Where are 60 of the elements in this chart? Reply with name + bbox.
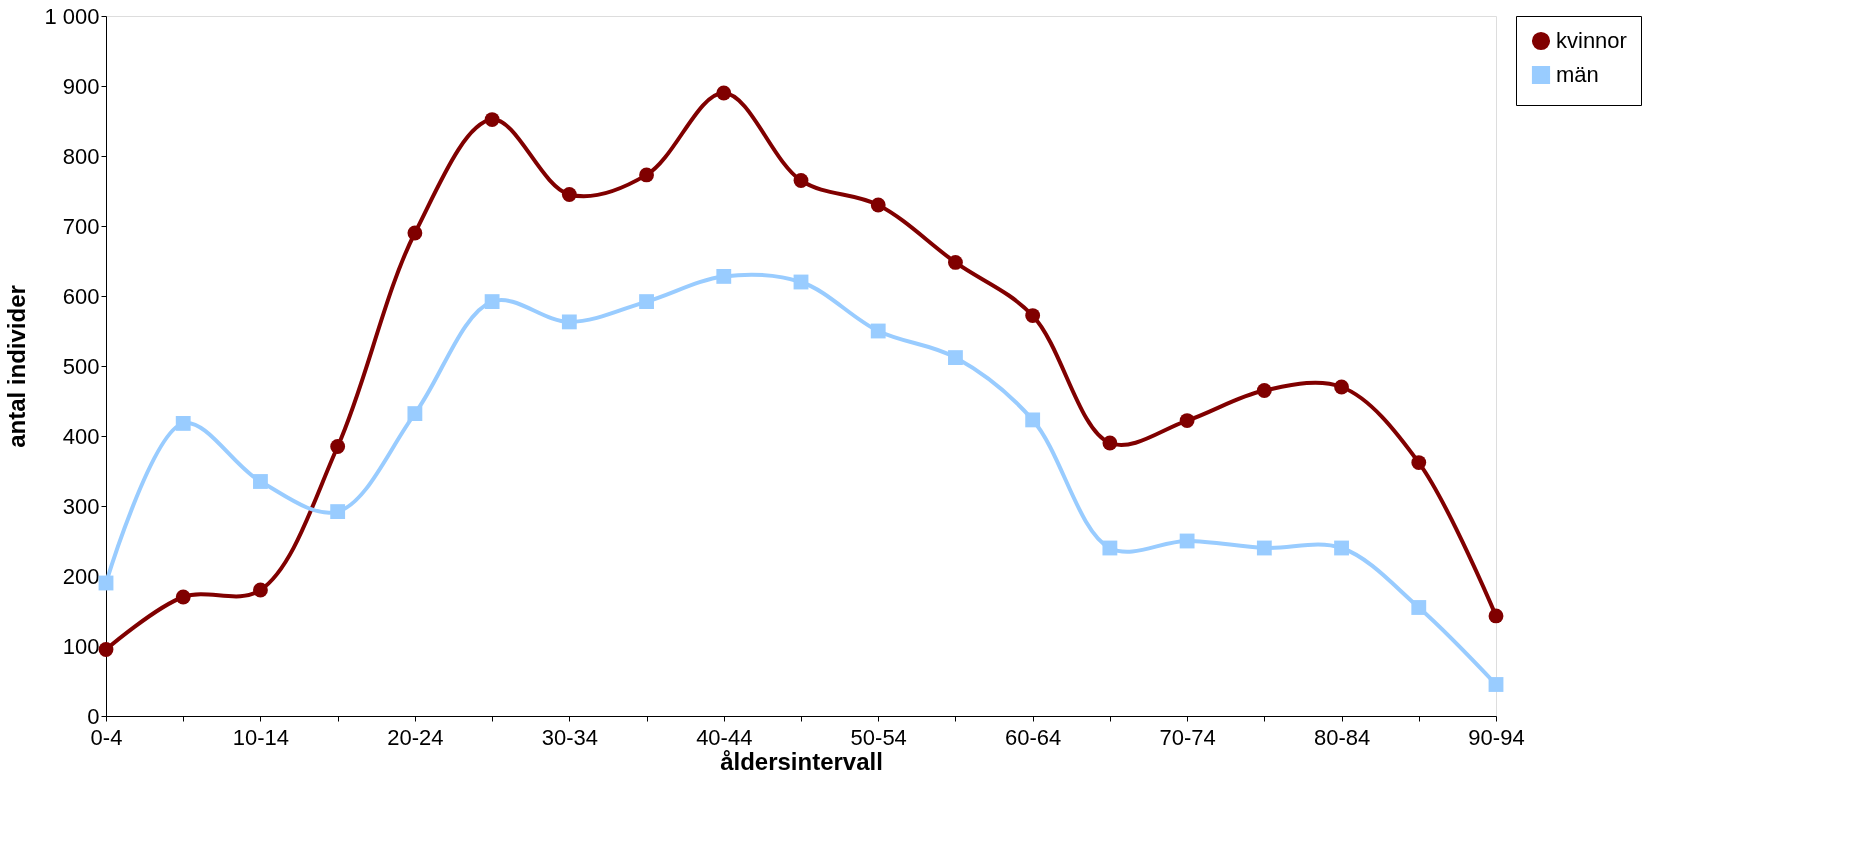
y-tick-label: 800: [62, 143, 100, 169]
point: [330, 439, 346, 454]
x-tick-label: 80-84: [1313, 724, 1371, 750]
point: [1179, 413, 1195, 428]
x-tick-label: 20-24: [387, 724, 444, 750]
point: [870, 323, 886, 339]
legend-label: kvinnor: [1556, 28, 1627, 53]
point: [1488, 608, 1504, 624]
point: [1411, 600, 1427, 615]
point: [484, 112, 500, 127]
y-tick-label: 400: [62, 423, 100, 449]
point: [253, 582, 268, 598]
x-axis-title: åldersintervall: [720, 747, 883, 775]
point: [1334, 540, 1349, 556]
point: [870, 197, 886, 213]
y-tick-label: 500: [62, 353, 100, 379]
point: [1256, 540, 1272, 556]
point: [175, 589, 191, 605]
point: [407, 406, 423, 422]
point: [1488, 677, 1504, 692]
y-axis-title: antal individer: [3, 285, 31, 448]
point: [98, 575, 114, 591]
point: [1334, 379, 1349, 395]
point: [716, 85, 732, 101]
point: [793, 173, 809, 188]
point: [561, 314, 577, 330]
x-tick-label: 50-54: [850, 724, 907, 750]
y-tick-label: 1 000: [44, 3, 100, 29]
point: [948, 350, 963, 366]
point: [716, 268, 732, 284]
y-tick-label: 200: [62, 563, 100, 589]
x-tick-label: 30-34: [541, 724, 598, 750]
point: [639, 294, 654, 310]
x-tick-label: 90-94: [1468, 724, 1525, 750]
x-tick-label: 60-64: [1005, 724, 1062, 750]
point: [1411, 455, 1427, 470]
point: [1256, 383, 1272, 398]
point: [1179, 533, 1195, 549]
y-tick-label: 100: [62, 633, 100, 659]
point: [1025, 308, 1041, 323]
legend-label: män: [1556, 62, 1599, 87]
point: [1102, 540, 1118, 556]
y-tick-label: 700: [62, 213, 100, 239]
point: [407, 225, 423, 241]
point: [948, 255, 963, 270]
point: [639, 167, 654, 183]
point: [561, 187, 577, 202]
point: [1102, 435, 1118, 451]
y-tick-label: 300: [62, 493, 100, 519]
y-tick-label: 900: [62, 73, 100, 99]
x-tick-label: 40-44: [696, 724, 753, 750]
y-tick-label: 600: [62, 283, 100, 309]
point: [175, 415, 191, 431]
x-tick-label: 70-74: [1159, 724, 1216, 750]
point: [1025, 412, 1041, 428]
x-tick-label: 10-14: [232, 724, 290, 750]
point: [484, 294, 500, 310]
point: [98, 642, 114, 657]
point: [253, 474, 268, 489]
point: [330, 504, 346, 520]
